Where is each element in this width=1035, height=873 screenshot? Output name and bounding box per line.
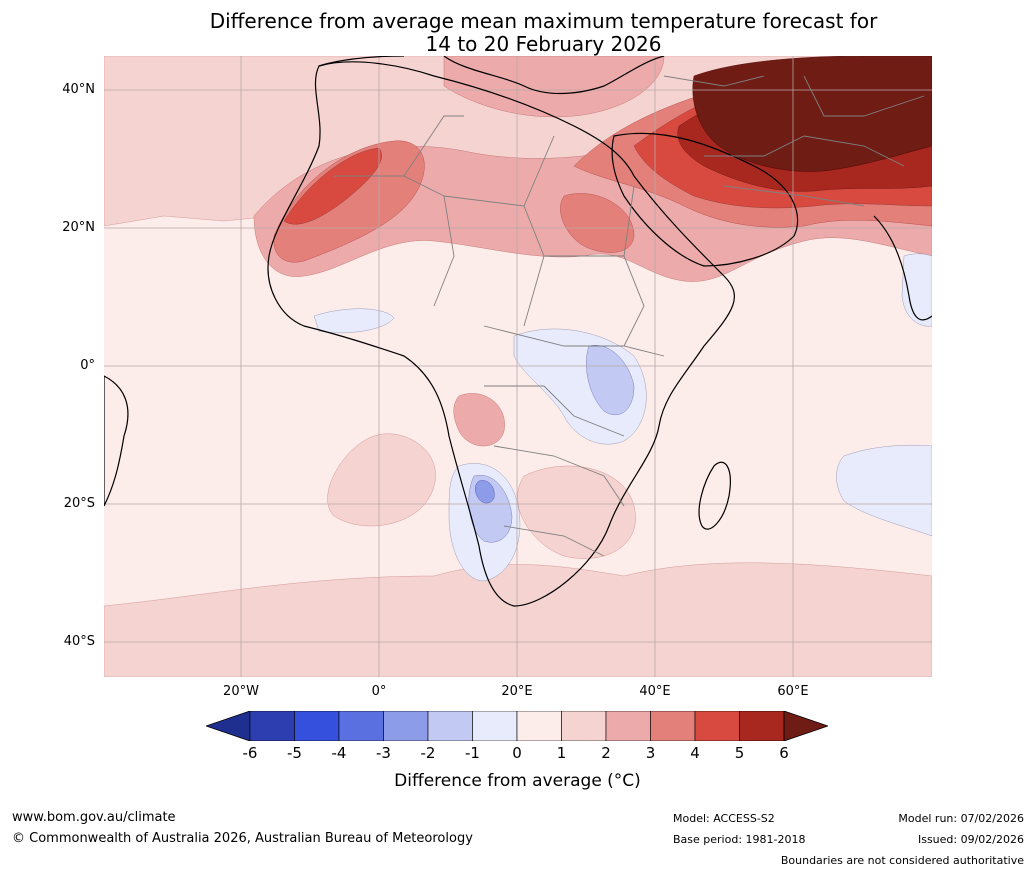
title-line-1: Difference from average mean maximum tem…	[209, 9, 878, 33]
africa-coastline	[267, 61, 735, 607]
anomaly-zone-plus6-iran	[692, 56, 932, 172]
graticule	[104, 56, 932, 677]
anomaly-zone-minus1-arabian-sea	[901, 253, 932, 327]
colorbar-tick-label: 0	[512, 744, 522, 762]
madagascar-coastline	[698, 461, 731, 530]
anomaly-zone-plus3-egypt	[560, 193, 635, 253]
anomaly-zone-minus1-indian-ocean	[836, 445, 932, 537]
anomaly-zone-plus1-south-ocean	[104, 562, 932, 677]
colorbar-tick-label: -1	[465, 744, 480, 762]
colorbar-tick-label: 1	[556, 744, 567, 762]
europe-coastline	[318, 56, 665, 95]
colorbar-tick-label: 3	[645, 744, 656, 762]
colorbar-tick-label: 2	[601, 744, 611, 762]
colorbar-tick-label: -4	[331, 744, 347, 762]
colorbar-tick-label: 6	[779, 744, 789, 762]
colorbar-box	[605, 710, 651, 742]
colorbar-extend-low	[204, 710, 251, 742]
india-coastline	[873, 215, 932, 321]
colorbar-tick-label: 5	[734, 744, 745, 762]
lon-label-0: 0°	[371, 684, 387, 699]
lat-label-40n: 40°N	[62, 82, 95, 97]
lat-label-0: 0°	[80, 358, 95, 373]
colorbar-box	[294, 710, 340, 742]
footer-model-run: Model run: 07/02/2026	[898, 812, 1024, 825]
footer-disclaimer: Boundaries are not considered authoritat…	[780, 854, 1024, 867]
forecast-map	[104, 56, 932, 677]
lon-label-20w: 20°W	[223, 684, 259, 699]
colorbar-extend-high	[783, 710, 830, 742]
country-borders	[334, 75, 925, 557]
map-canvas	[104, 56, 932, 677]
colorbar-tick-label: -5	[287, 744, 302, 762]
coastlines	[104, 56, 932, 607]
colorbar-box	[472, 710, 518, 742]
lat-label-40s: 40°S	[63, 634, 95, 649]
colorbar-tick-label: -6	[242, 744, 258, 762]
anomaly-zone-plus1-south-atlantic	[327, 433, 436, 527]
lat-label-20n: 20°N	[62, 220, 95, 235]
title-line-2: 14 to 20 February 2026	[425, 32, 662, 56]
colorbar-box	[427, 710, 473, 742]
lat-label-20s: 20°S	[63, 496, 95, 511]
anomaly-zone-minus3-namibia	[475, 480, 495, 504]
lon-label-20e: 20°E	[501, 684, 533, 699]
anomaly-zone-plus1-southern-africa	[517, 465, 636, 559]
anomaly-zone-plus4-sahara-west	[283, 147, 382, 225]
colorbar-box	[694, 710, 740, 742]
anomaly-zone-minus2-east-africa	[586, 345, 635, 416]
colorbar-box	[516, 710, 562, 742]
footer-website[interactable]: www.bom.gov.au/climate	[12, 810, 176, 825]
footer-model: Model: ACCESS-S2	[673, 812, 775, 825]
map-title: Difference from average mean maximum tem…	[0, 10, 1035, 56]
arabia-coastline	[611, 132, 799, 267]
colorbar-graphic	[204, 710, 830, 742]
colorbar-tick-label: -3	[376, 744, 391, 762]
south-america-coastline	[104, 375, 129, 507]
anomaly-zone-plus2-angola	[453, 393, 505, 447]
footer-issued: Issued: 09/02/2026	[917, 833, 1024, 846]
lon-label-40e: 40°E	[639, 684, 671, 699]
colorbar-box	[561, 710, 607, 742]
footer-base-period: Base period: 1981-2018	[673, 833, 806, 846]
anomaly-zone-minus1-gulf-guinea	[313, 308, 395, 334]
lon-label-60e: 60°E	[777, 684, 809, 699]
colorbar-box	[650, 710, 696, 742]
colorbar-box	[338, 710, 384, 742]
colorbar-box	[383, 710, 429, 742]
colorbar-tick-label: 4	[690, 744, 700, 762]
colorbar-box	[249, 710, 295, 742]
anomaly-zone-plus2-europe	[443, 56, 665, 118]
colorbar-title: Difference from average (°C)	[394, 771, 641, 791]
colorbar	[204, 710, 830, 742]
colorbar-tick-label: -2	[420, 744, 436, 762]
footer-copyright: © Commonwealth of Australia 2026, Austra…	[12, 831, 473, 846]
colorbar-box	[739, 710, 785, 742]
anomaly-zone-plus3-west-africa	[273, 140, 425, 263]
